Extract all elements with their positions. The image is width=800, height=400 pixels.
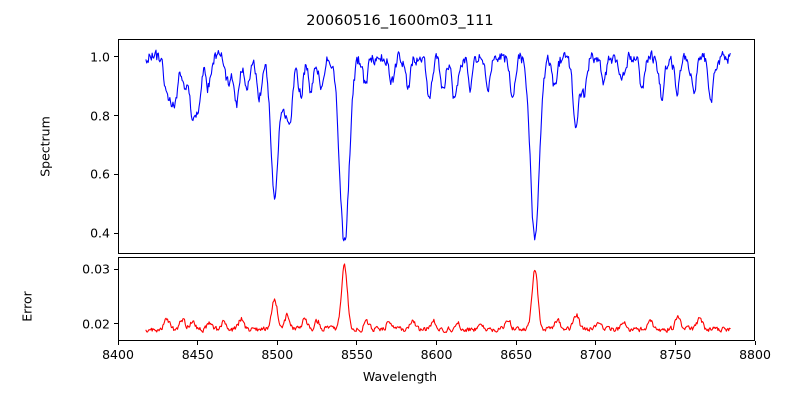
x-tick-label: 8500 [261,347,294,362]
y-tick-mark-error [114,323,118,325]
x-tick-mark [436,341,438,345]
x-tick-mark [754,341,756,345]
x-tick-label: 8700 [579,347,612,362]
x-tick-label: 8400 [102,347,134,362]
spectrum-series-line [145,49,731,242]
y-axis-label-error: Error [19,291,35,322]
x-tick-mark [117,341,119,345]
x-axis-label: Wavelength [362,369,438,384]
y-tick-mark-spectrum [114,173,118,176]
y-tick-mark-spectrum [114,115,118,117]
y-tick-mark-error [114,268,118,270]
x-tick-label: 8550 [340,347,373,362]
spectrum-plot-area [145,49,731,242]
x-tick-mark [356,341,358,345]
y-tick-label-spectrum: 0.4 [90,225,110,241]
y-tick-label-error: 0.03 [82,261,110,277]
y-tick-label-spectrum: 0.8 [90,108,110,124]
error-plot-area [145,263,731,334]
x-tick-label: 8600 [420,347,453,362]
x-tick-mark [595,341,597,345]
spectrum-panel [118,39,755,254]
x-tick-mark [276,341,278,345]
y-tick-label-spectrum: 1.0 [90,49,110,65]
figure-title: 20060516_1600m03_111 [306,13,494,29]
y-tick-mark-spectrum [114,56,118,58]
x-tick-label: 8750 [659,347,692,362]
error-panel [118,257,755,341]
y-tick-label-error: 0.02 [82,316,110,332]
x-tick-mark [197,341,199,345]
x-tick-label: 8450 [181,347,214,362]
y-tick-label-spectrum: 0.6 [90,166,110,182]
x-tick-label: 8650 [500,347,533,362]
error-series-line [145,263,731,334]
x-tick-label: 8800 [739,347,771,362]
y-axis-label-spectrum: Spectrum [37,116,53,177]
x-tick-mark [674,341,676,345]
x-tick-mark [515,341,517,345]
y-tick-mark-spectrum [114,232,118,234]
